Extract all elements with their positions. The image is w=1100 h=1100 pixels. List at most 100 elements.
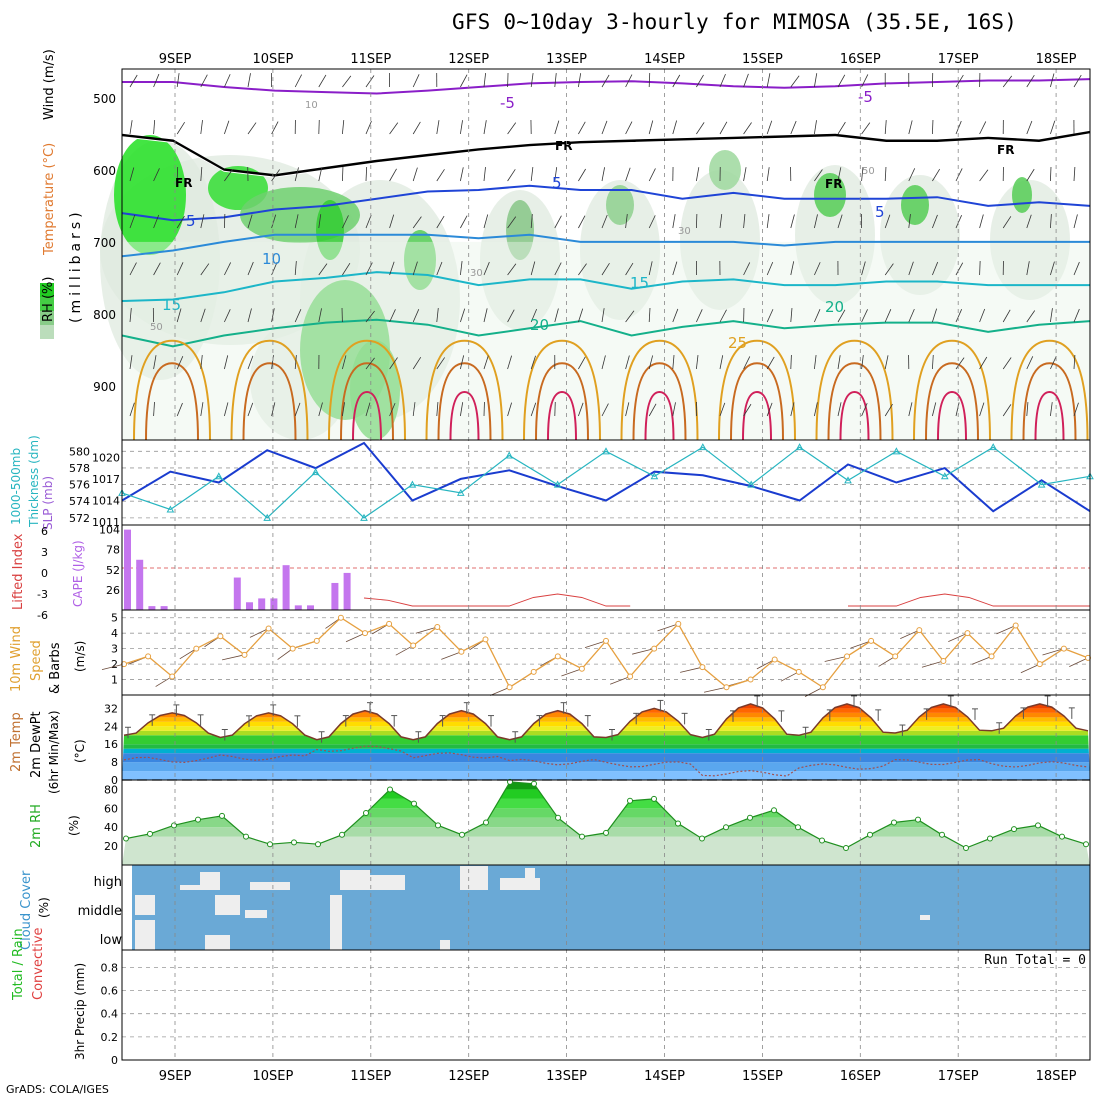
wind-barb [884,355,889,370]
rh-point [315,841,321,848]
rh-point [483,819,489,826]
wind-barb [861,167,864,182]
temp-band [122,753,1090,763]
legend-precip: 3hr Precip (mm) [73,963,87,1060]
contour-label: -5 [500,94,515,112]
wind-barb [696,167,700,182]
wind-barb [153,355,157,370]
date-label-bottom: 15SEP [742,1069,783,1084]
wind-barb [908,120,913,135]
wind-speed-point [964,630,971,637]
cloud-level-label: low [100,933,123,948]
temp-series [123,703,1089,741]
wind-barb [365,214,372,229]
wind-tick-label: 3 [111,643,118,656]
cape-legend-b: CAPE (J/kg) [71,540,85,607]
rh-point [291,839,297,846]
cape-bar [124,529,131,610]
rh-point [1011,826,1017,833]
wind-barb [601,74,610,88]
rh-point [1083,841,1089,848]
temp-legend-c: (6hr Min/Max) [47,711,61,795]
isotherm-minus5 [122,78,1091,95]
wind-speed-point [289,645,296,652]
wind-barb [507,122,517,135]
rh-point [939,831,945,838]
wind-barb [318,74,327,88]
wind-barb [342,166,344,182]
legend-cape: CAPE (J/kg) [71,540,85,607]
wind-barb [601,167,605,182]
wind-barb [129,167,135,182]
rh-point [171,822,177,829]
rh-point [147,830,153,837]
cape-bar [160,606,168,610]
rh-band [122,836,1090,865]
wind-barb [389,261,395,276]
wind-barb [1026,168,1035,182]
wind-barb [271,214,277,229]
wind-barb [703,686,727,693]
wind-speed-point [988,653,995,660]
contour-label: 20 [825,298,844,316]
rh-point [411,800,417,807]
isotherm-freezing [121,130,1091,178]
wind-barb [814,309,821,323]
wind-barb [530,167,534,182]
upper-air-panel: FR FR FR FR 5 5 5 -5 -5 10 15 15 20 20 25 30 30 10 50 50 500… [93,72,1091,441]
wind-barb [412,167,418,182]
thickness-point [1037,480,1046,488]
isotherm-surface [242,362,297,441]
cloud-cell [135,920,155,950]
isotherm-surface [1022,362,1077,441]
wind-speed-point [362,630,368,637]
wind-barb [1050,261,1055,276]
legend-slp: SLP (mb) [41,476,55,530]
rh-tick-label: 20 [104,840,118,853]
temp-tick-label: 32 [104,702,118,715]
contour-label: 50 [862,166,875,177]
isotherm-surface [839,390,870,441]
cape-bar [282,565,290,610]
rh-point [867,831,873,838]
wind-barb [766,120,773,135]
wind-speed-point [169,673,176,680]
date-label-bottom: 16SEP [840,1069,881,1084]
wind-barb [814,402,818,417]
temp-band [122,708,1090,713]
wind-barb [412,121,421,135]
wind-barb [412,402,416,417]
wind-barb [153,120,156,135]
wind-barb [1073,167,1076,182]
thickness-tick-label: 572 [69,512,90,525]
wind-barb [129,402,135,417]
slp-tick-label: 1020 [92,451,120,464]
panel-frame [121,524,1091,611]
wind-speed-point [313,637,320,644]
wind-barb [648,120,654,135]
wind-barb [389,357,398,370]
wind-barb [271,169,280,182]
wind-barb [884,214,891,229]
wind-barb [365,310,375,323]
temp-band [122,721,1090,727]
rh-legend [40,283,54,339]
isotherm-surface [718,339,796,441]
wind-barb [483,308,488,323]
cloud-level-label: middle [78,904,122,919]
cloud-cell [200,872,220,890]
date-label-bottom: 13SEP [546,1069,587,1084]
wind-barb [979,402,985,417]
date-label-top: 9SEP [159,52,192,67]
wind-barb [176,73,180,88]
wind-barb [318,402,323,417]
wind-barb [955,402,960,417]
rh-point [771,807,777,814]
wind-barb [345,632,366,643]
isotherm-surface [535,362,589,441]
wind-barb [460,120,463,135]
wind-barb [200,214,205,229]
wind-barb [224,169,233,182]
wind-barb [342,215,349,229]
wind-barb [766,261,774,276]
